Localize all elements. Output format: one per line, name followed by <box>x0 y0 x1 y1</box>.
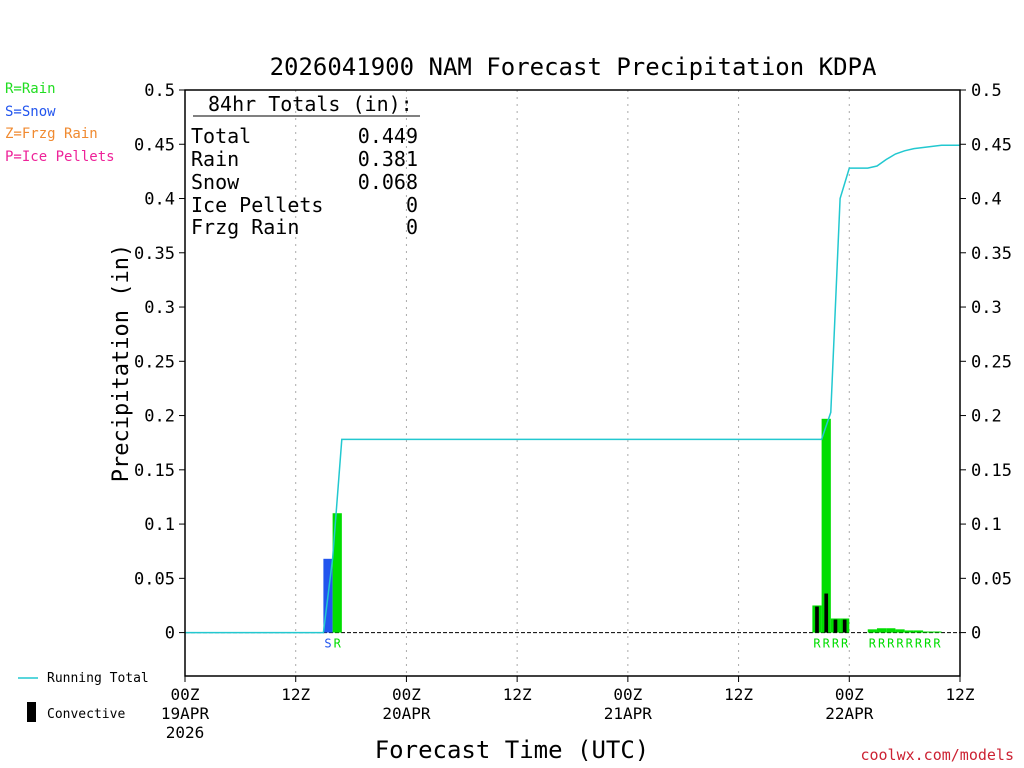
totals-box: 84hr Totals (in): Total 0.449 Rain 0.381… <box>191 92 420 239</box>
x-tick-label-2: 00Z <box>392 685 421 704</box>
convective-bar-3 <box>824 593 829 633</box>
y-tick-label-left-8: 0.4 <box>144 190 175 210</box>
precip-bar-12 <box>923 631 933 633</box>
x-axis-label: Forecast Time (UTC) <box>375 736 650 764</box>
ptype-label-10: R <box>906 637 914 651</box>
x-tick-date-0: 19APR <box>161 704 210 723</box>
y-tick-label-right-6: 0.3 <box>971 298 1002 318</box>
ptype-label-9: R <box>896 637 904 651</box>
running-total-key-label: Running Total <box>47 671 149 686</box>
ptype-label-13: R <box>933 637 941 651</box>
y-tick-label-right-1: 0.05 <box>971 569 1012 589</box>
precip-bar-11 <box>913 630 924 633</box>
totals-value-frzg-rain: 0 <box>406 215 418 239</box>
y-tick-label-left-10: 0.5 <box>144 81 175 101</box>
running-total-line <box>185 144 960 634</box>
totals-label-ice-pellets: Ice Pellets <box>191 193 323 217</box>
y-tick-label-right-8: 0.4 <box>971 190 1002 210</box>
site-credit: coolwx.com/models <box>860 746 1014 764</box>
ptype-label-4: R <box>832 637 840 651</box>
y-tick-label-left-9: 0.45 <box>134 135 175 155</box>
y-tick-label-left-4: 0.2 <box>144 407 175 427</box>
convective-key-label: Convective <box>47 707 125 722</box>
y-tick-label-left-2: 0.1 <box>144 515 175 535</box>
totals-value-rain: 0.381 <box>358 147 418 171</box>
ptype-label-8: R <box>887 637 895 651</box>
totals-label-frzg-rain: Frzg Rain <box>191 215 299 239</box>
x-tick-label-5: 12Z <box>724 685 753 704</box>
totals-label-snow: Snow <box>191 170 240 194</box>
precip-bar-8 <box>886 628 896 633</box>
ptype-label-0: S <box>324 637 331 651</box>
y-axis-ticks: 0 00.05 0.050.1 0.10.15 0.150.2 0.20.25 0.250.… <box>134 81 1012 644</box>
x-tick-label-4: 00Z <box>613 685 642 704</box>
y-tick-label-right-10: 0.5 <box>971 81 1002 101</box>
y-axis-label: Precipitation (in) <box>109 244 134 482</box>
totals-value-snow: 0.068 <box>358 170 418 194</box>
precip-bar-10 <box>904 630 914 633</box>
y-tick-label-right-0: 0 <box>971 624 981 644</box>
ptype-label-2: R <box>813 637 821 651</box>
x-tick-date-6: 22APR <box>825 704 874 723</box>
totals-value-ice-pellets: 0 <box>406 193 418 217</box>
vertical-gridlines <box>185 90 960 676</box>
x-tick-label-0: 00Z <box>171 685 200 704</box>
convective-bar-2 <box>815 606 819 633</box>
x-tick-label-1: 12Z <box>281 685 310 704</box>
x-tick-date-2: 20APR <box>382 704 431 723</box>
precip-bar-9 <box>895 629 905 633</box>
convective-bar-4 <box>833 619 838 633</box>
legend-rain: R=Rain <box>5 81 56 97</box>
y-tick-label-right-2: 0.1 <box>971 515 1002 535</box>
precip-bar-7 <box>876 628 887 633</box>
totals-label-total: Total <box>191 124 251 148</box>
totals-heading: 84hr Totals (in): <box>208 92 413 116</box>
ptype-label-12: R <box>924 637 932 651</box>
y-tick-label-left-7: 0.35 <box>134 244 175 264</box>
chart-title: 2026041900 NAM Forecast Precipitation KD… <box>270 53 877 81</box>
y-tick-label-right-5: 0.25 <box>971 352 1012 372</box>
y-tick-label-left-1: 0.05 <box>134 569 175 589</box>
x-tick-label-6: 00Z <box>835 685 864 704</box>
precip-bar-3 <box>821 418 831 633</box>
ptype-label-3: R <box>823 637 831 651</box>
x-tick-label-3: 12Z <box>503 685 532 704</box>
y-tick-label-left-0: 0 <box>165 624 175 644</box>
y-tick-label-left-3: 0.15 <box>134 461 175 481</box>
totals-value-total: 0.449 <box>358 124 418 148</box>
running-total-polyline <box>185 144 960 634</box>
precip-bar-1 <box>332 513 342 633</box>
legend-snow: S=Snow <box>5 104 56 120</box>
convective-key-swatch <box>27 702 36 722</box>
y-tick-label-left-5: 0.25 <box>134 352 175 372</box>
convective-bar-5 <box>842 619 847 633</box>
precip-bar-6 <box>867 629 877 633</box>
precip-bar-13 <box>932 631 942 633</box>
ptype-label-6: R <box>869 637 877 651</box>
legend-ice-pellets: P=Ice Pellets <box>5 149 115 165</box>
y-tick-label-right-3: 0.15 <box>971 461 1012 481</box>
ptype-label-11: R <box>915 637 923 651</box>
plot-frame <box>184 89 961 677</box>
x-tick-date-4: 21APR <box>604 704 653 723</box>
ptype-label-1: R <box>334 637 342 651</box>
ptype-label-5: R <box>841 637 849 651</box>
legend-frzg-rain: Z=Frzg Rain <box>5 126 98 142</box>
y-tick-label-right-4: 0.2 <box>971 407 1002 427</box>
y-tick-label-left-6: 0.3 <box>144 298 175 318</box>
totals-label-rain: Rain <box>191 147 239 171</box>
x-tick-year-0: 2026 <box>166 723 205 742</box>
ptype-label-7: R <box>878 637 886 651</box>
x-tick-label-7: 12Z <box>946 685 975 704</box>
y-tick-label-right-9: 0.45 <box>971 135 1012 155</box>
y-tick-label-right-7: 0.35 <box>971 244 1012 264</box>
